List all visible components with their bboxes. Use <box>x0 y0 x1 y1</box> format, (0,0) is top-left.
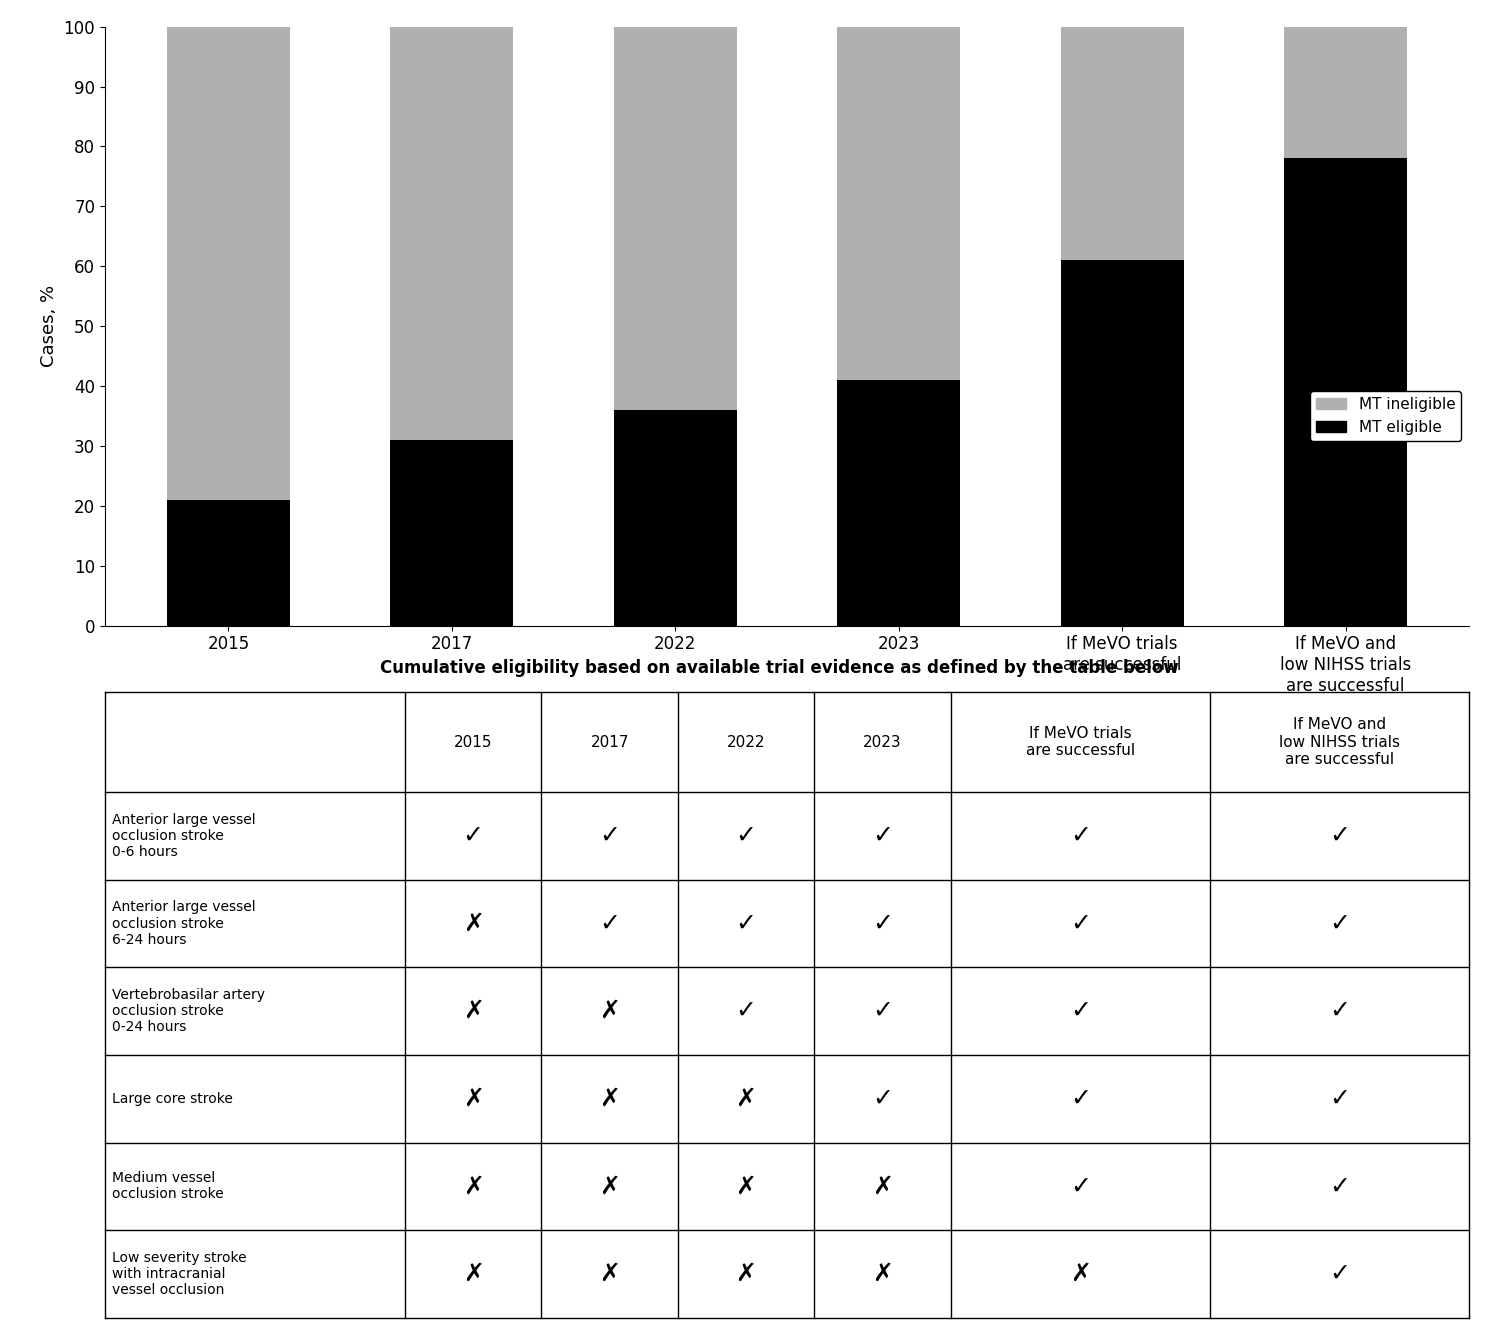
Y-axis label: Cases, %: Cases, % <box>40 285 58 367</box>
Text: ✓: ✓ <box>600 912 621 936</box>
Text: ✓: ✓ <box>1330 1262 1351 1286</box>
Bar <box>166 27 289 499</box>
Text: ✓: ✓ <box>1070 1174 1091 1198</box>
Text: ✗: ✗ <box>600 1086 621 1111</box>
Text: ✓: ✓ <box>736 1000 757 1024</box>
Text: ✗: ✗ <box>600 1174 621 1198</box>
Text: ✓: ✓ <box>872 1086 893 1111</box>
Text: 2022: 2022 <box>727 735 766 749</box>
Text: ✓: ✓ <box>1330 1000 1351 1024</box>
Text: ✗: ✗ <box>872 1174 893 1198</box>
Text: 2015: 2015 <box>454 735 493 749</box>
Text: ✗: ✗ <box>736 1086 757 1111</box>
Text: ✓: ✓ <box>736 824 757 848</box>
Text: 2017: 2017 <box>591 735 630 749</box>
Text: ✗: ✗ <box>463 1000 484 1024</box>
Legend: MT ineligible, MT eligible: MT ineligible, MT eligible <box>1310 391 1462 441</box>
Text: 2023: 2023 <box>863 735 902 749</box>
Text: ✓: ✓ <box>872 1000 893 1024</box>
Text: ✓: ✓ <box>1330 912 1351 936</box>
Text: ✓: ✓ <box>600 824 621 848</box>
Bar <box>838 381 961 626</box>
Bar <box>390 439 513 626</box>
Text: Medium vessel
occlusion stroke: Medium vessel occlusion stroke <box>112 1171 223 1202</box>
Text: ✗: ✗ <box>600 1000 621 1024</box>
Bar <box>1061 27 1184 261</box>
Text: ✓: ✓ <box>1070 1086 1091 1111</box>
Text: ✓: ✓ <box>1070 912 1091 936</box>
Text: ✗: ✗ <box>463 1086 484 1111</box>
Text: Low severity stroke
with intracranial
vessel occlusion: Low severity stroke with intracranial ve… <box>112 1251 246 1298</box>
Text: ✓: ✓ <box>1070 1000 1091 1024</box>
Text: ✗: ✗ <box>1070 1262 1091 1286</box>
Bar <box>1285 158 1408 626</box>
Text: Vertebrobasilar artery
occlusion stroke
0-24 hours: Vertebrobasilar artery occlusion stroke … <box>112 988 265 1034</box>
Bar <box>838 27 961 381</box>
Text: If MeVO trials
are successful: If MeVO trials are successful <box>1025 725 1135 759</box>
Text: Large core stroke: Large core stroke <box>112 1091 232 1106</box>
Bar <box>613 27 736 410</box>
Text: Anterior large vessel
occlusion stroke
0-6 hours: Anterior large vessel occlusion stroke 0… <box>112 813 255 860</box>
Text: ✗: ✗ <box>872 1262 893 1286</box>
Bar <box>390 27 513 439</box>
Text: ✗: ✗ <box>736 1262 757 1286</box>
Text: ✓: ✓ <box>1330 1086 1351 1111</box>
Text: ✓: ✓ <box>872 912 893 936</box>
Text: ✗: ✗ <box>736 1174 757 1198</box>
Bar <box>613 410 736 626</box>
Text: Anterior large vessel
occlusion stroke
6-24 hours: Anterior large vessel occlusion stroke 6… <box>112 900 255 946</box>
Bar <box>1061 261 1184 626</box>
Text: ✓: ✓ <box>1070 824 1091 848</box>
Text: ✓: ✓ <box>872 824 893 848</box>
Text: ✗: ✗ <box>600 1262 621 1286</box>
Text: ✗: ✗ <box>463 1262 484 1286</box>
Bar <box>166 499 289 626</box>
Text: ✓: ✓ <box>463 824 484 848</box>
Text: If MeVO and
low NIHSS trials
are successful: If MeVO and low NIHSS trials are success… <box>1279 717 1400 767</box>
Text: ✓: ✓ <box>1330 1174 1351 1198</box>
Text: ✓: ✓ <box>1330 824 1351 848</box>
Text: ✗: ✗ <box>463 1174 484 1198</box>
Text: Cumulative eligibility based on available trial evidence as defined by the table: Cumulative eligibility based on availabl… <box>381 659 1178 677</box>
Bar <box>1285 27 1408 158</box>
Text: ✓: ✓ <box>736 912 757 936</box>
Text: ✗: ✗ <box>463 912 484 936</box>
